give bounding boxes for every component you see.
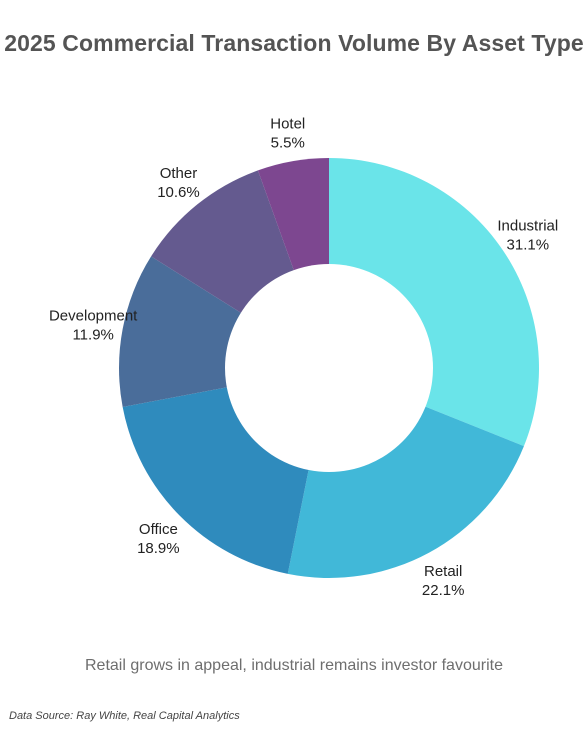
label-other: Other 10.6%: [157, 165, 200, 201]
slice-label-name: Development: [49, 307, 138, 324]
chart-subtitle: Retail grows in appeal, industrial remai…: [85, 657, 503, 674]
slice-label-value: 22.1%: [422, 582, 465, 599]
slice-label-name: Retail: [424, 563, 462, 580]
label-office: Office 18.9%: [137, 521, 180, 557]
donut-hole: [225, 264, 433, 472]
label-hotel: Hotel 5.5%: [270, 116, 305, 152]
slice-label-value: 18.9%: [137, 540, 180, 557]
chart-title: 2025 Commercial Transaction Volume By As…: [4, 30, 584, 56]
slice-label-value: 5.5%: [271, 135, 305, 152]
labels-layer: Industrial 31.1% Retail 22.1% Office 18.9% Dev…: [49, 116, 558, 600]
slice-label-name: Other: [160, 165, 198, 182]
slice-label-value: 10.6%: [157, 184, 200, 201]
label-industrial: Industrial 31.1%: [497, 218, 558, 254]
slice-label-name: Office: [139, 521, 178, 538]
slice-label-value: 11.9%: [72, 326, 113, 343]
slice-label-value: 31.1%: [507, 237, 550, 254]
source-note: Data Source: Ray White, Real Capital Ana…: [9, 710, 240, 722]
label-development: Development 11.9%: [49, 307, 138, 343]
slice-label-name: Industrial: [497, 218, 558, 235]
label-retail: Retail 22.1%: [422, 563, 465, 599]
slice-label-name: Hotel: [270, 116, 305, 133]
